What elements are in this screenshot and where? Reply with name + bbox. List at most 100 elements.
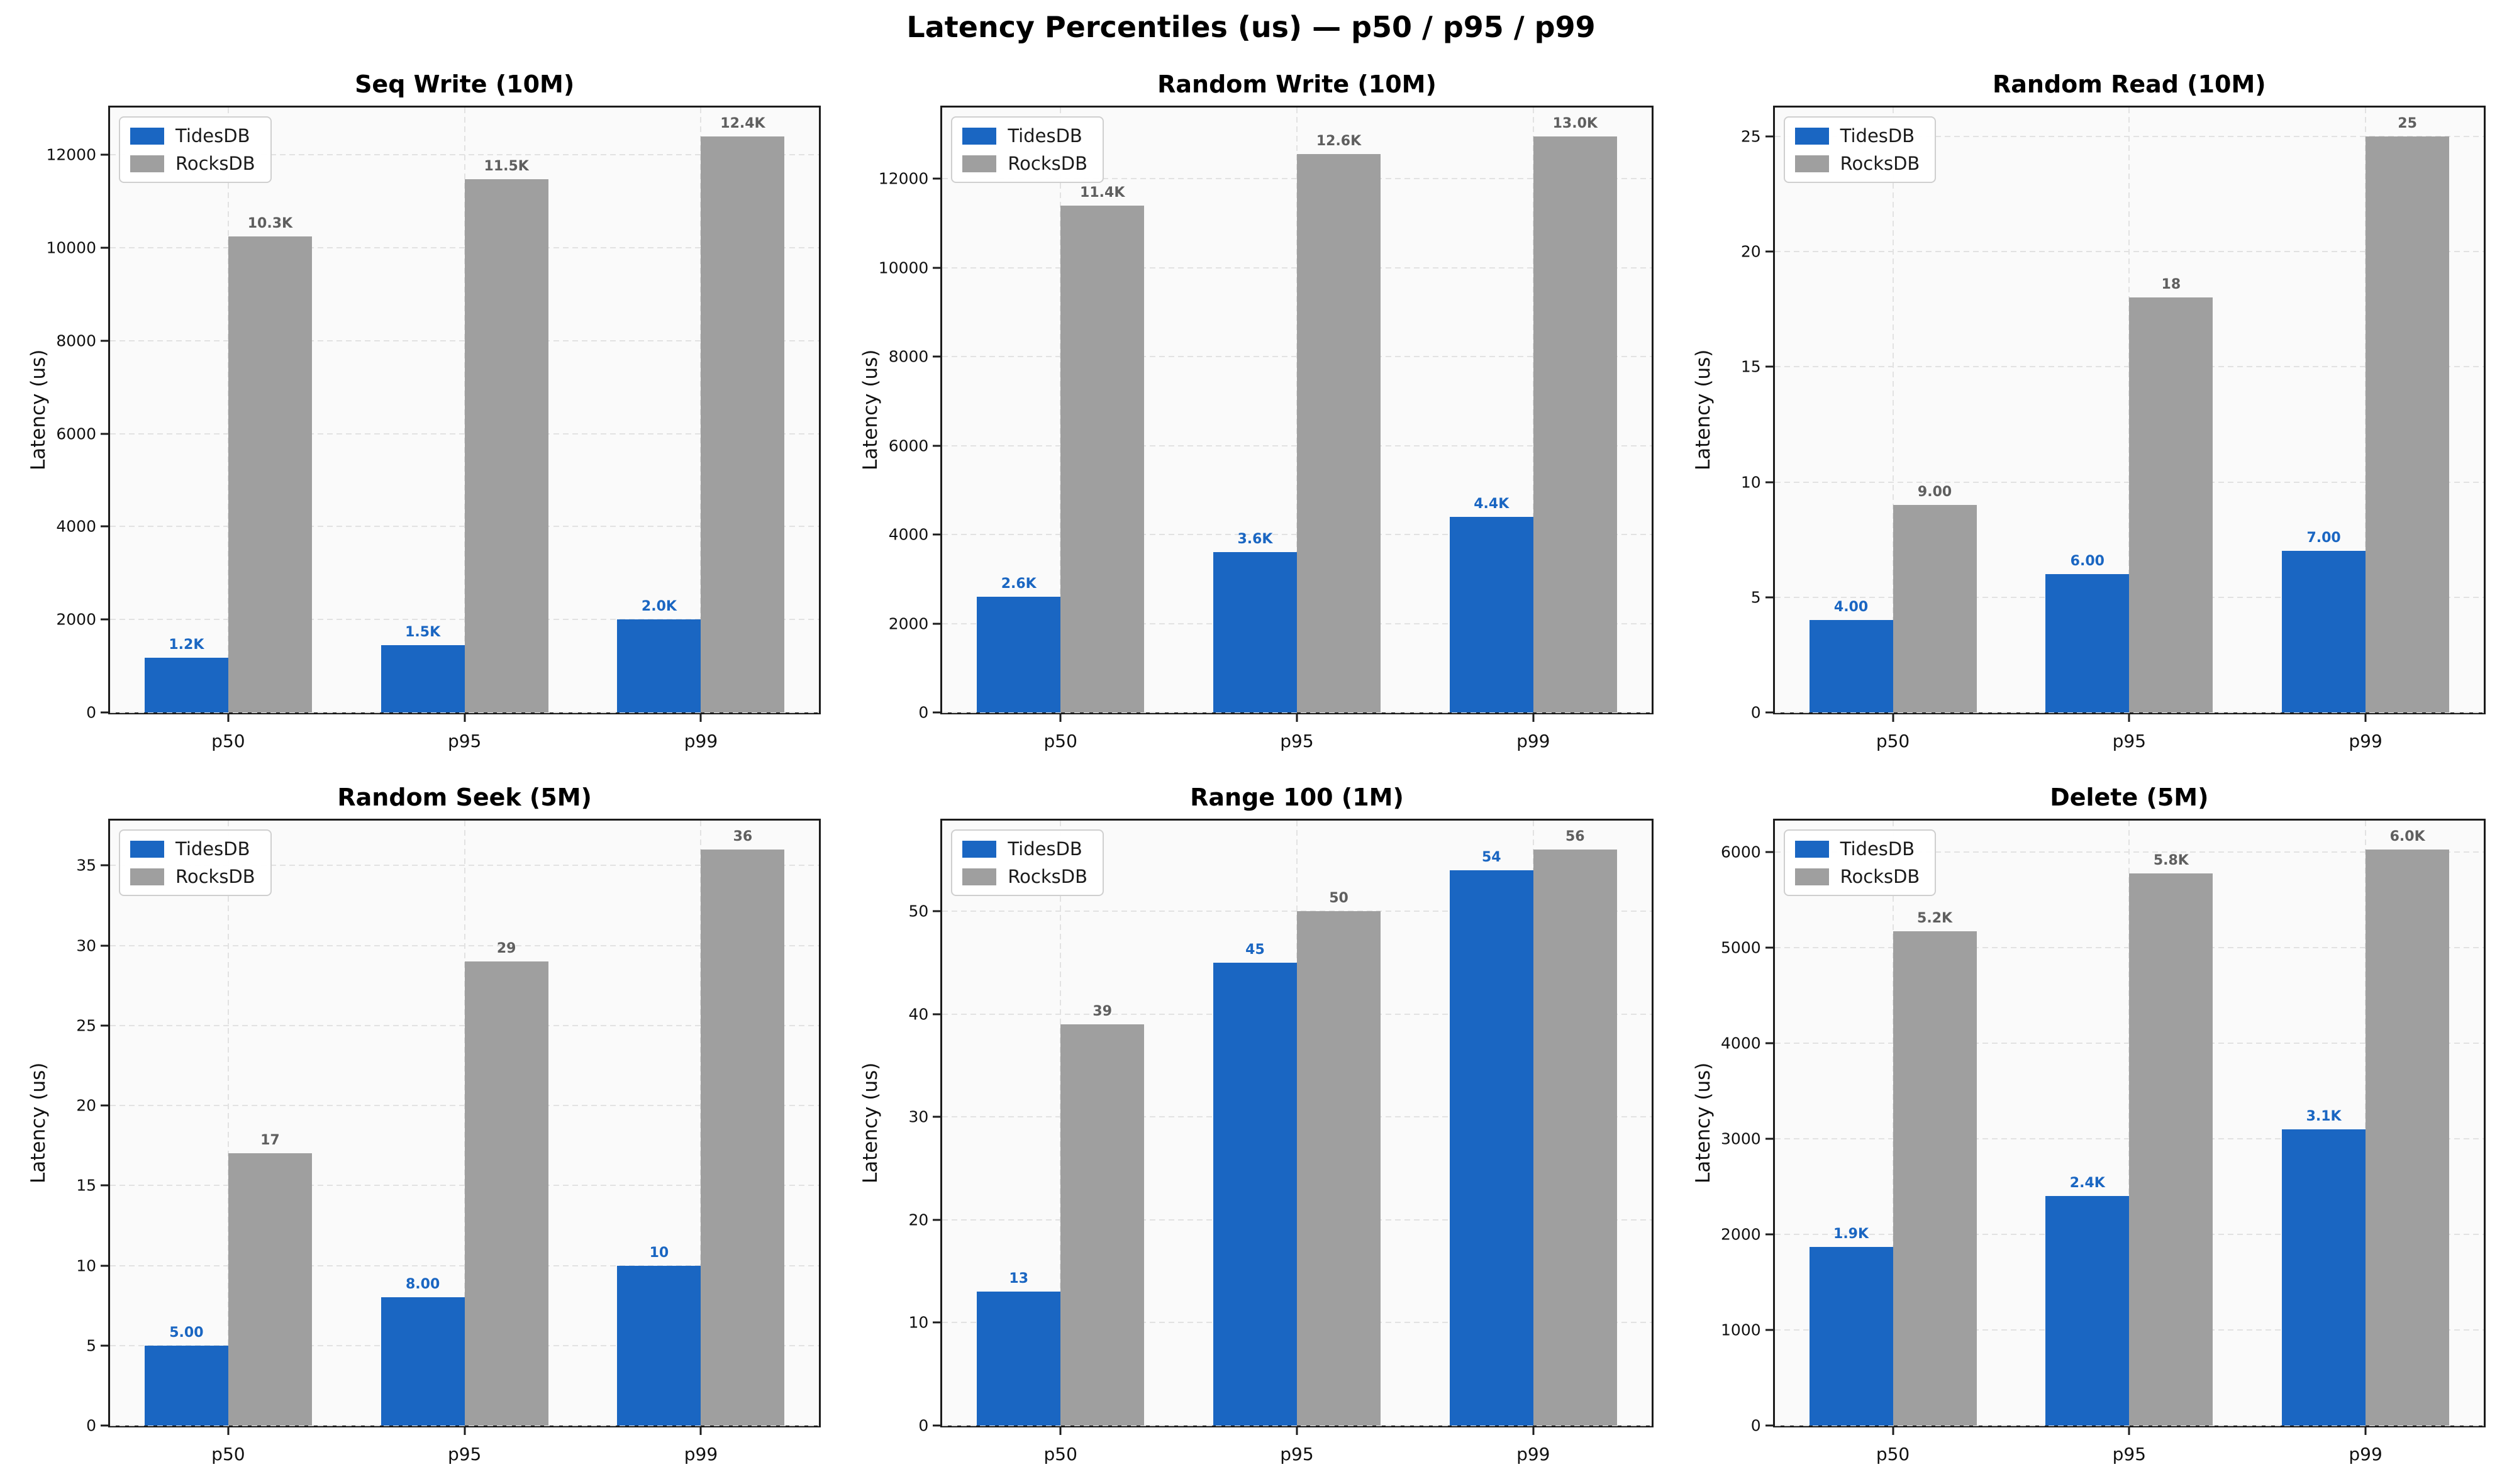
x-tick-label: p99: [1516, 731, 1550, 751]
legend-label: TidesDB: [1840, 838, 1915, 860]
y-tick-label: 4000: [888, 525, 929, 544]
bar-tidesdb-p50: [977, 1292, 1061, 1426]
x-tick-label: p50: [211, 731, 245, 751]
legend-item-tidesdb: TidesDB: [130, 125, 255, 147]
plot-area: 0 10 20 30 40 50 p50 13 39 p95 45 50 p99 54 56 TidesDB R…: [909, 819, 1654, 1465]
y-tick-label: 0: [1750, 1416, 1761, 1435]
y-tick-mark: [101, 153, 108, 156]
y-tick-mark: [1765, 946, 1773, 949]
y-tick-label: 1000: [1721, 1321, 1761, 1339]
bar-tidesdb-p50: [977, 597, 1061, 712]
gridline-horizontal: [1774, 712, 2484, 713]
bar-tidesdb-p99: [617, 619, 701, 712]
y-tick-mark: [101, 711, 108, 714]
bar-tidesdb-p95: [1213, 962, 1297, 1426]
y-tick-mark: [101, 1265, 108, 1267]
y-tick-label: 4000: [1721, 1034, 1761, 1053]
bar-value-label: 5.8K: [2153, 852, 2189, 868]
legend-item-tidesdb: TidesDB: [1794, 125, 1920, 147]
bar-value-label: 1.5K: [405, 624, 441, 640]
legend-swatch-icon: [1794, 127, 1829, 145]
x-tick-label: p50: [1043, 731, 1077, 751]
bar-value-label: 8.00: [406, 1276, 440, 1293]
x-tick-label: p50: [211, 1444, 245, 1465]
y-axis-label: Latency (us): [27, 349, 50, 471]
y-tick-label: 15: [76, 1176, 96, 1195]
bar-value-label: 10: [649, 1244, 669, 1261]
y-tick-label: 10: [76, 1256, 96, 1275]
x-tick-mark: [2128, 1427, 2130, 1435]
legend-swatch-icon: [130, 127, 164, 145]
gridline-horizontal: [110, 1425, 820, 1426]
y-tick-mark: [1765, 135, 1773, 138]
y-tick-label: 2000: [56, 610, 96, 629]
y-tick-mark: [101, 864, 108, 867]
y-tick-label: 8000: [888, 347, 929, 366]
bar-tidesdb-p99: [1449, 870, 1533, 1426]
y-tick-mark: [933, 1424, 941, 1427]
subplot-delete-5m: Delete (5M) Latency (us) 0 1000 2000 3000 4000…: [1679, 776, 2494, 1479]
bar-rocksdb-p99: [1533, 136, 1617, 712]
y-tick-mark: [1765, 1042, 1773, 1044]
legend: TidesDB RocksDB: [951, 829, 1104, 896]
x-tick-mark: [1532, 714, 1535, 722]
subplot-random-seek-5m: Random Seek (5M) Latency (us) 0 5 10 15 20 25 30…: [14, 776, 830, 1479]
legend-swatch-icon: [130, 840, 164, 858]
x-tick-mark: [1892, 714, 1894, 722]
y-tick-mark: [933, 1013, 941, 1016]
gridline-vertical: [1892, 108, 1894, 712]
bar-value-label: 50: [1329, 890, 1348, 906]
y-tick-mark: [933, 910, 941, 912]
y-tick-label: 0: [1750, 703, 1761, 722]
subplot-title: Random Seek (5M): [337, 784, 592, 811]
legend-label: RocksDB: [175, 153, 255, 174]
y-tick-mark: [1765, 1424, 1773, 1427]
y-tick-label: 20: [908, 1210, 929, 1229]
gridline-horizontal: [1774, 1425, 2484, 1426]
subplot-grid: Seq Write (10M) Latency (us) 0 2000 4000 6000…: [14, 63, 2494, 1479]
subplot-seq-write-10m: Seq Write (10M) Latency (us) 0 2000 4000 6000…: [14, 63, 830, 766]
legend-swatch-icon: [962, 868, 997, 885]
y-tick-mark: [1765, 1233, 1773, 1236]
bar-rocksdb-p50: [228, 1153, 312, 1426]
y-tick-label: 0: [918, 703, 929, 722]
y-tick-mark: [933, 177, 941, 180]
bar-rocksdb-p95: [464, 179, 548, 712]
bar-value-label: 54: [1481, 849, 1501, 865]
y-tick-mark: [101, 1184, 108, 1187]
bar-value-label: 6.0K: [2389, 828, 2425, 844]
x-tick-mark: [699, 1427, 702, 1435]
bar-tidesdb-p50: [144, 1345, 228, 1426]
y-tick-label: 5: [86, 1336, 96, 1355]
legend: TidesDB RocksDB: [119, 116, 272, 183]
y-tick-label: 4000: [56, 517, 96, 536]
subplot-title: Random Write (10M): [1157, 70, 1437, 98]
bar-value-label: 3.6K: [1237, 531, 1273, 548]
y-tick-label: 25: [1740, 127, 1761, 146]
legend-item-tidesdb: TidesDB: [130, 838, 255, 860]
y-tick-mark: [101, 525, 108, 528]
y-tick-label: 30: [908, 1107, 929, 1126]
bar-tidesdb-p95: [1213, 552, 1297, 712]
bar-value-label: 3.1K: [2306, 1108, 2342, 1124]
subplot-random-read-10m: Random Read (10M) Latency (us) 0 5 10 15 20 25 p…: [1679, 63, 2494, 766]
bar-value-label: 36: [733, 828, 753, 844]
x-tick-label: p95: [447, 1444, 482, 1465]
x-tick-label: p50: [1876, 1444, 1910, 1465]
y-tick-mark: [101, 1344, 108, 1347]
bar-rocksdb-p99: [1533, 849, 1617, 1426]
legend-item-tidesdb: TidesDB: [962, 125, 1087, 147]
legend-item-rocksdb: RocksDB: [1794, 866, 1920, 887]
y-tick-mark: [101, 1424, 108, 1427]
y-tick-label: 50: [908, 902, 929, 921]
y-tick-label: 10: [908, 1313, 929, 1332]
y-tick-mark: [1765, 1329, 1773, 1331]
legend: TidesDB RocksDB: [1783, 116, 1937, 183]
legend-item-rocksdb: RocksDB: [130, 153, 255, 174]
bar-value-label: 4.00: [1833, 599, 1869, 616]
legend-label: RocksDB: [1840, 866, 1920, 887]
y-tick-label: 8000: [56, 331, 96, 350]
bar-tidesdb-p95: [381, 645, 465, 712]
bar-rocksdb-p99: [701, 849, 785, 1426]
plot-area: 0 5 10 15 20 25 30 35 p50 5.00 17 p95 8.00 29 p99 10 36 T…: [76, 819, 821, 1465]
